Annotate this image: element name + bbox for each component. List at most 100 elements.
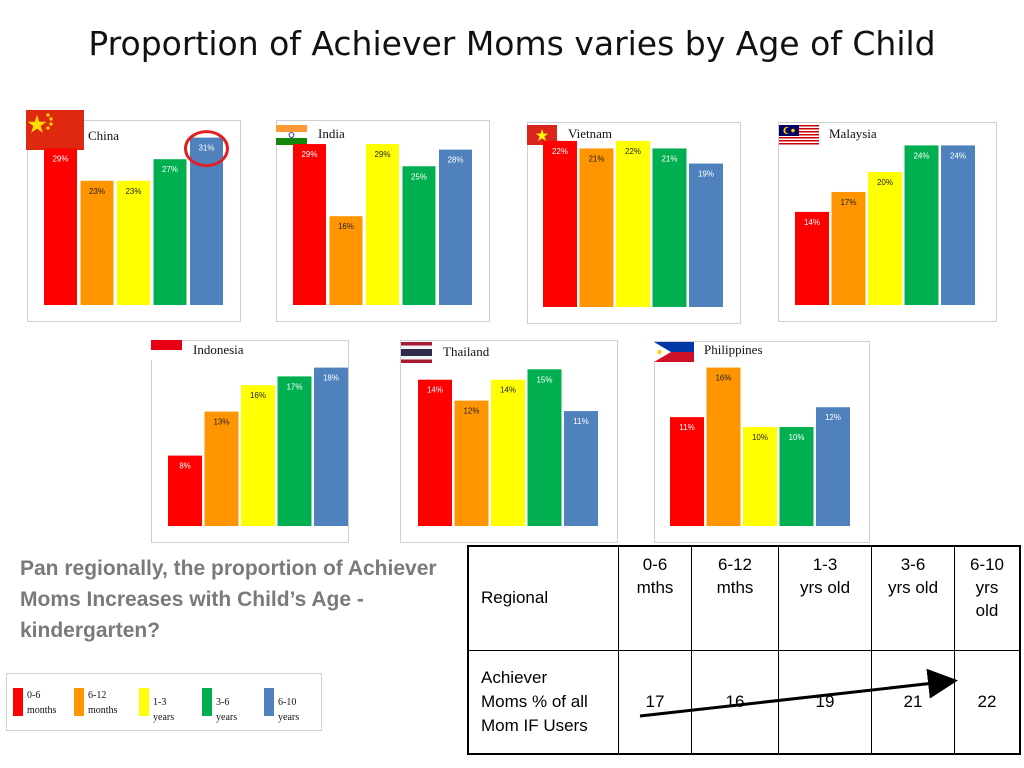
data-label: 11% (573, 417, 588, 426)
legend-label: 0-6 (27, 690, 41, 701)
bar-philippines-1 (706, 367, 741, 526)
thailand-flag-icon (401, 342, 432, 363)
summary-text: Pan regionally, the proportion of Achiev… (20, 557, 437, 642)
bar-indonesia-1 (204, 411, 239, 526)
bar-vietnam-4 (689, 163, 723, 307)
data-label: 29% (301, 150, 317, 159)
row-label-line: Moms % of all (481, 691, 588, 711)
legend-label-line2: months (27, 705, 57, 716)
data-label: 21% (588, 154, 604, 163)
table-header: 6-12 mths (691, 545, 779, 651)
bar-thailand-4 (564, 411, 598, 526)
table-cell: 22 (954, 649, 1021, 755)
data-label: 25% (411, 172, 427, 181)
bar-indonesia-2 (241, 385, 275, 526)
data-label: 19% (698, 170, 714, 179)
philippines-flag-icon (654, 342, 694, 362)
table-row-label: Achiever Moms % of all Mom IF Users (467, 649, 619, 755)
bar-malaysia-3 (904, 145, 939, 305)
table-cell: 17 (618, 649, 692, 755)
legend-label-line2: months (88, 705, 118, 716)
table-corner-label: Regional (481, 588, 549, 608)
data-label: 12% (463, 407, 479, 416)
malaysia-flag-icon (779, 125, 819, 145)
data-label: 17% (840, 198, 856, 207)
country-label-vietnam: Vietnam (568, 126, 612, 141)
bar-indonesia-4 (314, 367, 348, 526)
data-label: 23% (89, 187, 105, 196)
bar-india-3 (402, 166, 436, 305)
india-flag-icon (276, 125, 307, 145)
data-label: 23% (125, 187, 141, 196)
bar-malaysia-0 (795, 211, 829, 305)
table-cell: 19 (778, 649, 872, 755)
country-label-indonesia: Indonesia (193, 342, 244, 357)
bar-china-3 (153, 159, 187, 305)
bar-vietnam-1 (579, 148, 614, 307)
data-label: 14% (804, 218, 820, 227)
country-label-philippines: Philippines (704, 342, 763, 357)
country-label-india: India (318, 126, 345, 141)
data-label: 14% (500, 386, 516, 395)
vietnam-flag-icon (527, 125, 557, 145)
data-label: 10% (788, 433, 804, 442)
indonesia-flag-icon (151, 340, 182, 360)
data-label: 29% (374, 150, 390, 159)
table-corner-cell: Regional (467, 545, 619, 651)
data-label: 16% (338, 222, 354, 231)
data-label: 31% (198, 144, 214, 153)
table-header: 1-3 yrs old (778, 545, 872, 651)
data-label: 16% (715, 374, 731, 383)
row-label-line: Achiever (481, 667, 548, 687)
table-header: 6-10 yrs old (954, 545, 1021, 651)
bar-philippines-2 (743, 427, 777, 526)
bar-thailand-1 (454, 400, 489, 526)
header-line: 6-12 (717, 555, 753, 574)
bar-philippines-0 (670, 417, 704, 526)
header-line: mths (716, 578, 754, 597)
bar-vietnam-0 (543, 140, 577, 307)
bar-thailand-2 (491, 379, 525, 526)
bar-vietnam-3 (652, 148, 687, 307)
legend-label: 6-10 years (278, 697, 300, 723)
header-line: 6-10 (969, 555, 1005, 574)
legend-label: 3-6 years (216, 697, 238, 723)
bar-vietnam-2 (616, 140, 650, 307)
data-label: 29% (52, 154, 68, 163)
data-label: 13% (213, 418, 229, 427)
bar-india-2 (366, 144, 399, 305)
country-label-thailand: Thailand (443, 344, 490, 359)
legend-label: 1-3 years (153, 697, 175, 723)
data-label: 15% (536, 375, 552, 384)
bar-thailand-0 (418, 379, 452, 526)
bar-malaysia-1 (831, 191, 866, 305)
table-cell: 16 (691, 649, 779, 755)
header-line: yrs old (887, 578, 939, 597)
table-header: 0-6 mths (618, 545, 692, 651)
highlight-circle (184, 130, 229, 168)
bar-india-1 (329, 216, 363, 305)
header-line: 3-6 (900, 555, 926, 574)
data-label: 16% (250, 391, 266, 400)
bar-philippines-4 (816, 407, 850, 526)
legend-label: 6-12 (88, 690, 107, 701)
data-label: 24% (913, 151, 929, 160)
bar-thailand-3 (527, 369, 562, 526)
header-line: yrs (975, 578, 999, 597)
bar-china-1 (80, 180, 114, 305)
data-label: 18% (323, 374, 339, 383)
bar-malaysia-2 (868, 172, 902, 305)
header-line: 0-6 (642, 555, 668, 574)
data-label: 17% (286, 382, 302, 391)
data-label: 12% (825, 413, 841, 422)
data-label: 14% (427, 386, 443, 395)
data-label: 11% (679, 423, 694, 432)
data-label: 22% (625, 147, 641, 156)
page-title: Proportion of Achiever Moms varies by Ag… (88, 24, 936, 63)
data-label: 21% (661, 154, 677, 163)
legend-swatch (139, 688, 149, 716)
bar-india-4 (439, 149, 472, 305)
legend: 0-6 months 6-12 months 1-3 years 3-6 years… (6, 673, 322, 731)
legend-swatch (202, 688, 212, 716)
regional-table: Regional 0-6 mths 6-12 mths 1-3 yrs old 3-6… (467, 545, 1021, 755)
